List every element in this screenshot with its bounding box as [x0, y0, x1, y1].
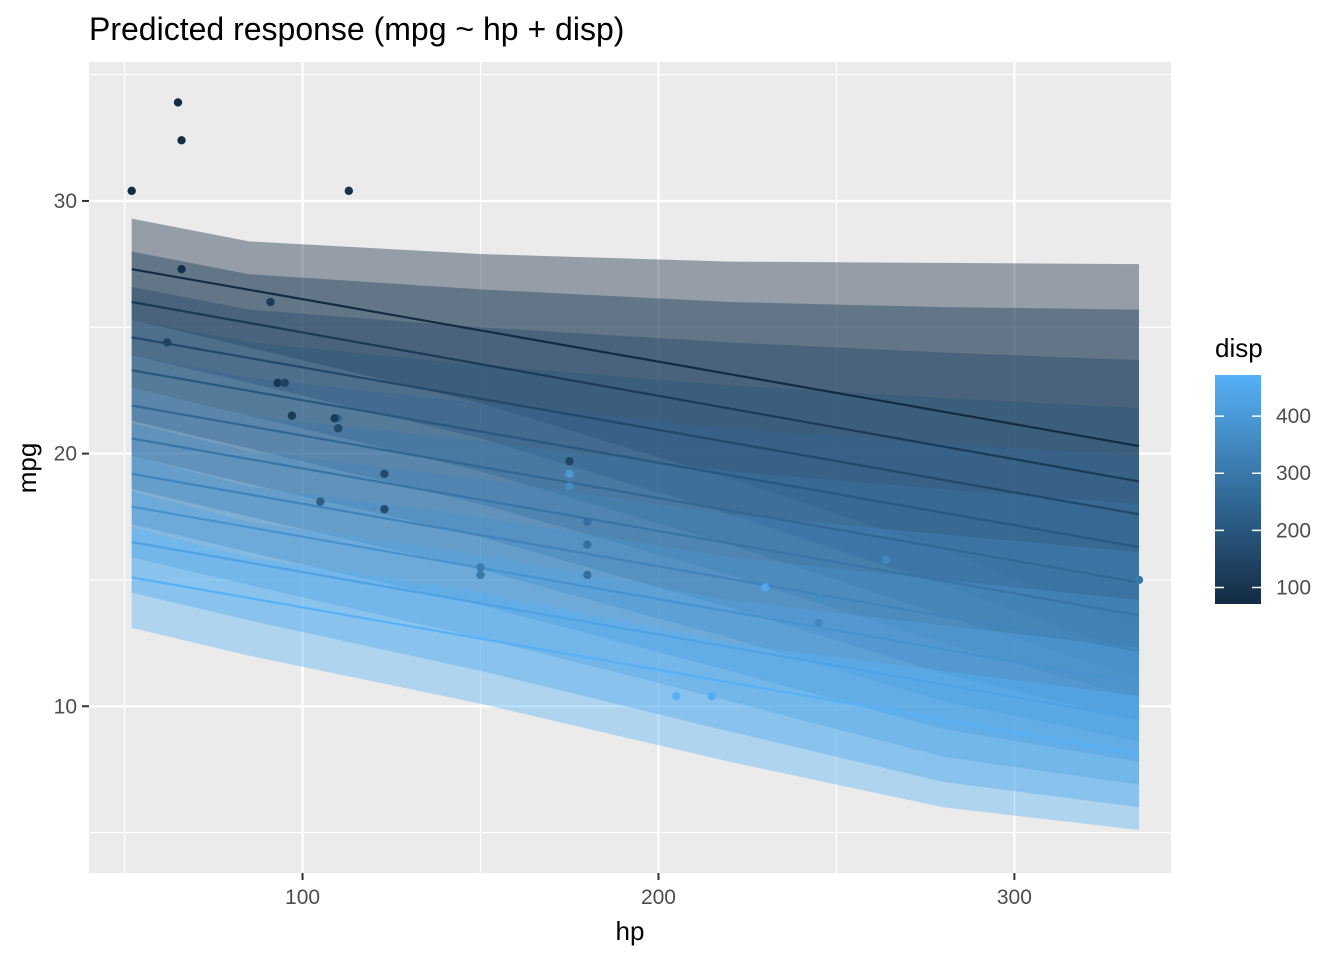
fit-line — [131, 268, 1140, 448]
legend-ticks: 100 200 300 400 — [1215, 405, 1311, 599]
data-point — [316, 497, 325, 506]
x-axis-title: hp — [616, 916, 645, 946]
data-point — [273, 378, 282, 388]
data-point — [672, 691, 681, 701]
data-point — [163, 338, 172, 347]
legend-tick-label: 400 — [1276, 405, 1311, 428]
legend-title: disp — [1215, 333, 1263, 363]
data-point — [1134, 575, 1144, 585]
fit-line — [131, 437, 1140, 617]
y-axis-title: mpg — [12, 443, 42, 494]
plot-panel — [89, 62, 1171, 873]
data-point — [707, 691, 717, 701]
fit-line — [131, 369, 1140, 549]
y-tick-label: 20 — [54, 443, 77, 466]
confidence-band — [131, 456, 1139, 785]
data-point — [565, 482, 574, 491]
data-point — [177, 264, 186, 274]
data-point — [330, 414, 339, 423]
legend-tick-label: 100 — [1276, 576, 1311, 599]
fit-line — [131, 300, 1140, 483]
confidence-band — [131, 491, 1139, 808]
y-axis: 10 20 30 — [54, 190, 89, 718]
fit-line — [131, 336, 1140, 516]
data-point — [565, 469, 574, 479]
grid-major — [89, 62, 1171, 873]
data-point — [344, 186, 354, 196]
legend-colorbar — [1215, 375, 1261, 604]
x-tick-label: 100 — [285, 886, 320, 909]
data-point — [583, 540, 592, 549]
confidence-band — [131, 251, 1139, 656]
confidence-band — [131, 355, 1139, 722]
confidence-band — [131, 286, 1139, 679]
data-point — [127, 186, 136, 196]
x-tick-label: 200 — [641, 886, 676, 909]
data-point — [761, 583, 770, 592]
data-point — [177, 136, 186, 145]
data-point — [266, 297, 275, 307]
legend: disp 100 200 300 400 — [1215, 333, 1311, 604]
confidence-band — [131, 526, 1139, 830]
data-point — [287, 411, 297, 420]
fit-line — [131, 576, 1140, 756]
data-point — [476, 563, 485, 572]
x-axis: 100 200 300 — [285, 873, 1032, 909]
data-point — [476, 570, 485, 580]
data-point — [882, 555, 891, 564]
data-point — [814, 593, 823, 602]
legend-tick-label: 300 — [1276, 462, 1311, 485]
fit-line — [131, 540, 1140, 720]
data-point — [333, 424, 343, 433]
legend-tick-label: 200 — [1276, 519, 1311, 542]
data-point — [380, 469, 389, 479]
confidence-band — [131, 218, 1139, 631]
y-tick-label: 30 — [54, 190, 77, 213]
fit-line — [131, 404, 1140, 584]
data-point — [583, 517, 592, 527]
data-point — [565, 456, 574, 466]
data-point — [814, 618, 823, 628]
y-tick-label: 10 — [54, 695, 77, 718]
fit-lines — [131, 268, 1140, 756]
fit-line — [131, 505, 1140, 685]
data-point — [583, 570, 592, 580]
data-point — [380, 504, 389, 514]
chart-title: Predicted response (mpg ~ hp + disp) — [89, 11, 624, 47]
data-points — [127, 98, 1144, 701]
x-tick-label: 300 — [997, 886, 1032, 909]
fit-line — [131, 472, 1140, 652]
data-point — [280, 378, 289, 388]
data-point — [173, 98, 183, 107]
